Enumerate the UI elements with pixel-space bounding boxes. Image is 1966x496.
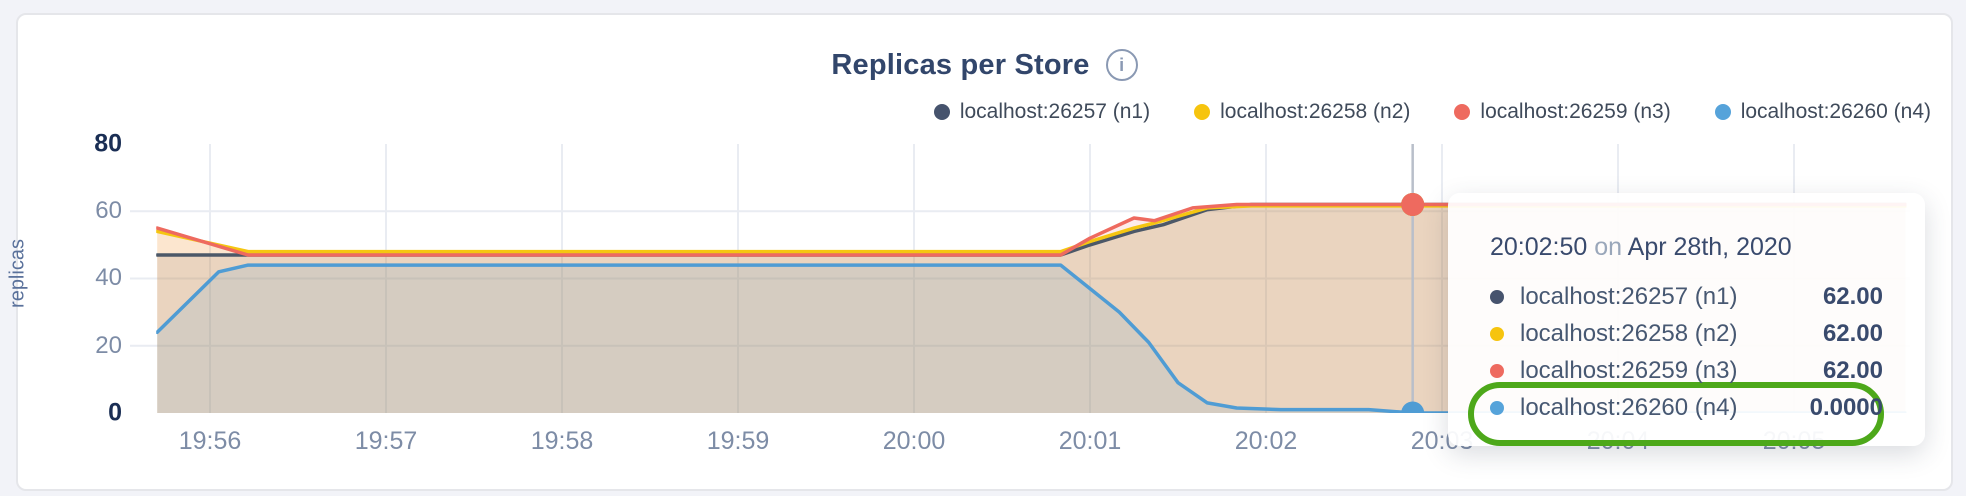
x-tick-label: 19:58 xyxy=(531,427,594,455)
tooltip-row-n4-highlighted: localhost:26260 (n4) 0.0000 xyxy=(1490,389,1883,426)
legend-label: localhost:26259 (n3) xyxy=(1480,100,1671,123)
chart-header: Replicas per Store i xyxy=(18,45,1951,85)
tooltip-value: 62.00 xyxy=(1822,356,1883,384)
tooltip-date: Apr 28th, 2020 xyxy=(1627,233,1792,261)
x-tick-label: 19:56 xyxy=(179,427,242,455)
y-tick-60: 60 xyxy=(95,197,122,224)
tooltip-on-word: on xyxy=(1594,233,1623,261)
tooltip-label: localhost:26258 (n2) xyxy=(1520,319,1738,347)
y-tick-20: 20 xyxy=(95,332,122,359)
legend: localhost:26257 (n1) localhost:26258 (n2… xyxy=(933,97,1931,127)
tooltip-row-n3: localhost:26259 (n3) 62.00 xyxy=(1490,352,1883,389)
x-tick-label: 19:59 xyxy=(707,427,770,455)
series-dot-n4 xyxy=(1490,400,1504,415)
hover-dot-4 xyxy=(1401,401,1425,413)
x-tick-label: 20:02 xyxy=(1235,427,1298,455)
series-line-4 xyxy=(156,263,1907,413)
hover-dot-3 xyxy=(1401,193,1425,217)
series-dot-n3 xyxy=(1490,363,1504,378)
legend-dot-n2 xyxy=(1194,104,1211,120)
tooltip-value: 62.00 xyxy=(1822,282,1883,310)
x-tick-label: 20:00 xyxy=(883,427,946,455)
legend-item-n1[interactable]: localhost:26257 (n1) xyxy=(933,100,1151,124)
legend-dot-n3 xyxy=(1454,104,1471,120)
x-tick-label: 19:57 xyxy=(355,427,418,455)
legend-dot-n1 xyxy=(933,104,950,120)
series-line-3 xyxy=(156,202,1907,257)
x-tick-label: 20:01 xyxy=(1059,427,1122,455)
series-line-2 xyxy=(156,204,1907,254)
legend-item-n2[interactable]: localhost:26258 (n2) xyxy=(1194,100,1410,124)
tooltip-label: localhost:26257 (n1) xyxy=(1520,282,1738,310)
series-area-4 xyxy=(157,265,1906,413)
tooltip-label: localhost:26260 (n4) xyxy=(1520,393,1738,421)
tooltip-value: 62.00 xyxy=(1822,319,1883,347)
tooltip-row-n2: localhost:26258 (n2) 62.00 xyxy=(1490,315,1883,352)
legend-label: localhost:26258 (n2) xyxy=(1220,100,1411,123)
legend-label: localhost:26257 (n1) xyxy=(959,100,1151,123)
info-icon[interactable]: i xyxy=(1105,49,1138,81)
legend-item-n4[interactable]: localhost:26260 (n4) xyxy=(1714,100,1931,124)
chart-title: Replicas per Store xyxy=(831,48,1090,81)
series-dot-n2 xyxy=(1490,326,1504,341)
tooltip-label: localhost:26259 (n3) xyxy=(1520,356,1738,384)
y-tick-0: 0 xyxy=(108,398,122,427)
legend-dot-n4 xyxy=(1714,104,1731,120)
hover-tooltip: 20:02:50 on Apr 28th, 2020 localhost:262… xyxy=(1448,193,1925,446)
tooltip-header: 20:02:50 on Apr 28th, 2020 xyxy=(1490,233,1883,262)
tooltip-value: 0.0000 xyxy=(1809,393,1883,421)
y-tick-40: 40 xyxy=(95,264,122,291)
legend-label: localhost:26260 (n4) xyxy=(1740,100,1931,123)
tooltip-time: 20:02:50 xyxy=(1490,233,1588,261)
tooltip-row-n1: localhost:26257 (n1) 62.00 xyxy=(1490,278,1883,315)
y-tick-80: 80 xyxy=(94,129,122,158)
legend-item-n3[interactable]: localhost:26259 (n3) xyxy=(1454,100,1671,124)
series-dot-n1 xyxy=(1490,289,1504,304)
